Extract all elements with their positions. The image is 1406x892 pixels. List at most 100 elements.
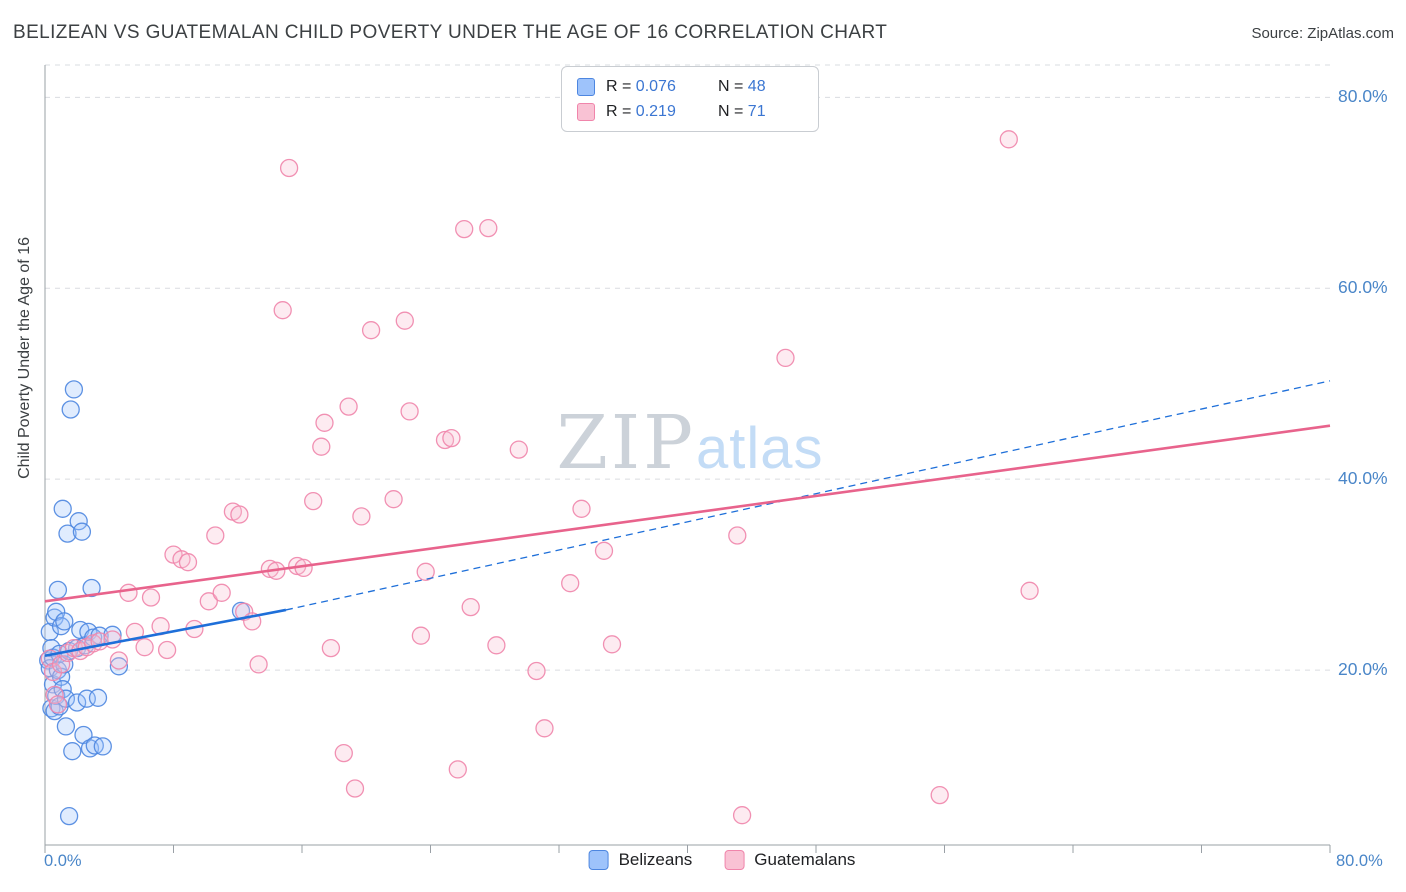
guatemalans-point	[125, 622, 145, 642]
guatemalans-point	[930, 785, 949, 805]
watermark-atlas: atlas	[695, 416, 824, 481]
guatemalans-swatch	[577, 102, 595, 121]
guatemalans-point	[334, 743, 353, 763]
y-tick-label: 60.0%	[1338, 277, 1388, 298]
guatemalans-point	[273, 301, 292, 320]
belizeans-point	[109, 657, 129, 676]
belizeans-point	[82, 578, 101, 598]
belizeans-trend-extension	[285, 380, 1331, 611]
guatemalans-point	[509, 440, 528, 459]
guatemalans-r-stat: R = 0.219	[606, 102, 676, 120]
belizeans-swatch	[577, 77, 595, 96]
guatemalans-point	[199, 592, 218, 611]
guatemalans-point	[479, 218, 498, 238]
belizeans-point	[59, 806, 79, 826]
belizeans-point	[63, 742, 82, 761]
guatemalans-point	[212, 583, 231, 602]
y-tick-label: 40.0%	[1338, 468, 1388, 489]
guatemalans-point	[411, 626, 431, 645]
guatemalans-point	[178, 553, 198, 572]
belizeans-r-stat: R = 0.076	[606, 77, 676, 95]
legend-row-guatemalans: R = 0.219 N = 71	[577, 102, 803, 121]
guatemalans-point	[279, 158, 299, 178]
guatemalans-point	[400, 402, 419, 421]
belizeans-point	[69, 512, 88, 531]
belizeans-legend-label: Belizeans	[618, 850, 693, 869]
guatemalans-point	[776, 348, 795, 368]
guatemalans-point	[561, 574, 580, 593]
belizeans-swatch	[588, 850, 609, 870]
guatemalans-point	[732, 806, 752, 825]
guatemalans-point	[999, 130, 1018, 149]
page-title: BELIZEAN VS GUATEMALAN CHILD POVERTY UND…	[13, 22, 888, 43]
guatemalans-point	[352, 507, 371, 526]
guatemalans-point	[45, 685, 64, 705]
legend-item-belizeans: Belizeans	[588, 850, 693, 870]
guatemalans-point	[321, 638, 341, 658]
guatemalans-point	[51, 655, 71, 674]
belizeans-point	[64, 380, 84, 399]
source-label: Source: ZipAtlas.com	[1251, 25, 1394, 42]
guatemalans-point	[249, 655, 268, 674]
guatemalans-point	[384, 490, 403, 509]
guatemalans-point	[141, 588, 161, 607]
guatemalans-point	[312, 437, 331, 456]
guatemalans-n-stat: N = 71	[718, 102, 766, 120]
guatemalans-point	[395, 311, 414, 330]
guatemalans-point	[315, 413, 334, 432]
guatemalans-legend-label: Guatemalans	[754, 850, 856, 869]
guatemalans-point	[304, 491, 323, 511]
guatemalans-point	[103, 630, 122, 649]
guatemalans-swatch	[724, 850, 745, 870]
guatemalans-point	[361, 321, 381, 340]
watermark-zip: ZIP	[556, 400, 696, 486]
guatemalans-point	[435, 430, 455, 450]
guatemalans-point	[339, 397, 358, 416]
guatemalans-point	[48, 695, 68, 714]
legend-row-belizeans: R = 0.076 N = 48	[577, 77, 803, 96]
belizeans-point	[61, 400, 80, 419]
y-tick-label: 20.0%	[1338, 659, 1388, 680]
guatemalans-point	[1020, 581, 1039, 600]
belizeans-n-stat: N = 48	[718, 77, 766, 95]
stats-legend: R = 0.076 N = 48 R = 0.219 N = 71	[561, 66, 819, 132]
guatemalans-trend-line	[44, 424, 1331, 603]
guatemalans-point	[135, 638, 154, 657]
series-legend: Belizeans Guatemalans	[588, 850, 855, 870]
guatemalans-point	[594, 541, 614, 560]
belizeans-point	[58, 524, 77, 543]
guatemalans-point	[345, 779, 365, 798]
guatemalans-point	[461, 597, 480, 617]
guatemalans-point	[455, 219, 474, 239]
belizeans-point	[56, 717, 76, 736]
guatemalans-point	[728, 526, 747, 545]
guatemalans-point	[109, 651, 129, 670]
belizeans-point	[48, 580, 68, 600]
guatemalans-point	[572, 499, 591, 518]
guatemalans-point	[535, 719, 554, 738]
belizeans-point	[72, 522, 92, 541]
belizeans-point	[93, 737, 112, 756]
guatemalans-point	[119, 583, 138, 602]
belizeans-point	[88, 688, 108, 707]
belizeans-point	[53, 499, 72, 518]
guatemalans-point	[157, 640, 177, 660]
guatemalans-point	[487, 636, 506, 655]
y-axis-title: Child Poverty Under the Age of 16	[16, 237, 33, 479]
guatemalans-point	[230, 505, 249, 524]
x-axis-max-label: 80.0%	[1336, 852, 1383, 870]
guatemalans-point	[442, 428, 461, 448]
belizeans-trend-line	[44, 608, 287, 658]
guatemalans-point	[602, 635, 622, 654]
belizeans-point	[55, 612, 74, 631]
guatemalans-point	[448, 760, 467, 779]
guatemalans-point	[527, 661, 546, 681]
guatemalans-point	[206, 526, 225, 545]
legend-item-guatemalans: Guatemalans	[724, 850, 855, 870]
guatemalans-point	[416, 562, 435, 581]
zipatlas-watermark: ZIP atlas	[557, 400, 824, 486]
x-axis-min-label: 0.0%	[44, 852, 82, 870]
